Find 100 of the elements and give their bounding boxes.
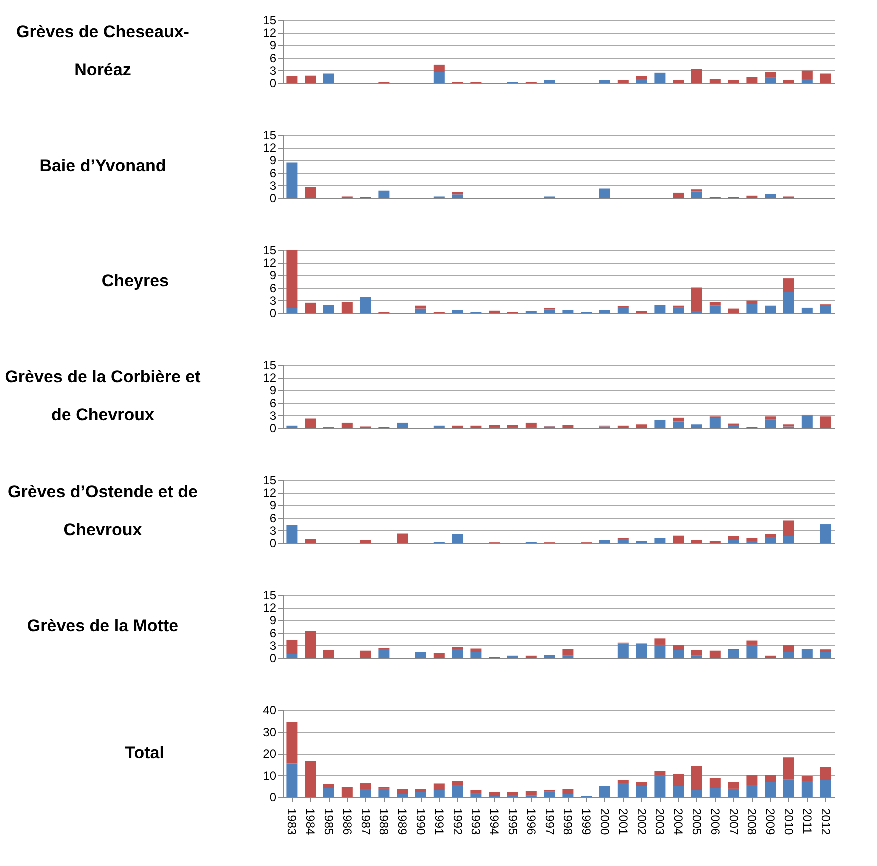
x-tick-label: 2001 — [616, 808, 630, 836]
bar — [784, 80, 794, 83]
bar — [765, 416, 776, 420]
bar — [452, 192, 464, 195]
bar — [416, 652, 426, 658]
bar — [784, 758, 794, 780]
bar — [324, 305, 334, 313]
bar — [342, 422, 353, 428]
bar — [820, 305, 832, 313]
bar — [470, 790, 482, 794]
y-tick-label: 9 — [270, 498, 277, 513]
bar — [360, 297, 372, 313]
bar — [286, 162, 298, 198]
bar — [728, 308, 740, 313]
bar — [489, 792, 500, 796]
bar — [820, 416, 832, 428]
bar — [654, 644, 666, 658]
x-tick-label: 2000 — [598, 808, 612, 836]
bar — [654, 638, 666, 645]
bar — [636, 644, 648, 658]
bar — [544, 310, 556, 313]
bar — [526, 422, 537, 428]
x-tick-label: 1999 — [580, 808, 594, 836]
x-tick-label: 2005 — [690, 808, 704, 836]
bar — [692, 790, 702, 797]
y-tick-label: 0 — [270, 422, 277, 436]
text: Grèves de Cheseaux-Noréaz — [16, 22, 190, 80]
bar — [784, 278, 794, 292]
bar — [692, 288, 702, 312]
bar — [692, 540, 702, 543]
y-tick-label: 0 — [270, 652, 277, 666]
x-tick-label: 2003 — [653, 808, 668, 836]
bar — [802, 776, 813, 782]
bar — [526, 791, 537, 796]
bar — [305, 539, 316, 543]
x-tick-label: 2008 — [745, 808, 760, 836]
bar — [728, 782, 740, 789]
y-tick-label: 10 — [263, 768, 277, 783]
bar — [470, 652, 482, 658]
bar — [802, 70, 813, 80]
y-tick-label: 15 — [263, 244, 277, 258]
bar — [784, 645, 794, 652]
bar — [654, 538, 666, 543]
y-tick-label: 3 — [270, 294, 277, 308]
y-tick-label: 0 — [270, 306, 277, 320]
bar — [286, 722, 298, 764]
bar — [600, 786, 610, 797]
x-tick-label: 2009 — [764, 808, 778, 836]
bar — [286, 654, 298, 658]
bar — [305, 188, 316, 198]
text: Grèves d’Ostende et de Chevroux — [8, 482, 198, 540]
y-tick-label: 9 — [270, 38, 277, 53]
bar — [452, 534, 464, 543]
bar — [802, 416, 813, 428]
bar — [416, 308, 426, 313]
bar — [452, 785, 464, 797]
y-tick-label: 30 — [263, 725, 277, 740]
bar — [728, 650, 740, 658]
bar — [746, 77, 758, 83]
bar — [784, 780, 794, 797]
bar — [673, 422, 684, 428]
bar — [673, 80, 684, 83]
bar — [710, 650, 721, 658]
bar — [434, 64, 445, 72]
y-tick-label: 15 — [263, 358, 277, 372]
y-tick-label: 20 — [263, 747, 277, 761]
bar — [360, 789, 372, 797]
bar — [820, 650, 832, 652]
bar — [728, 425, 740, 428]
bar — [746, 785, 758, 797]
bar — [820, 74, 832, 83]
bar — [673, 192, 684, 198]
bar — [802, 781, 813, 797]
bar — [305, 76, 316, 83]
bar — [802, 79, 813, 83]
bar — [710, 778, 721, 788]
bar — [342, 302, 353, 313]
bar — [452, 310, 464, 313]
y-tick-label: 6 — [270, 51, 277, 66]
bar — [434, 784, 445, 790]
bar — [784, 536, 794, 543]
x-tick-label: 1987 — [358, 808, 373, 836]
y-tick-label: 15 — [263, 128, 277, 142]
x-tick-label: 1988 — [377, 808, 392, 836]
bar — [286, 640, 298, 654]
x-tick-label: 2007 — [726, 808, 741, 836]
bar — [378, 788, 390, 797]
bar — [654, 775, 666, 797]
bar — [286, 250, 298, 308]
bar — [305, 631, 316, 658]
y-tick-label: 6 — [270, 166, 277, 180]
y-tick-label: 15 — [263, 588, 277, 602]
bar — [765, 782, 776, 797]
x-tick-label: 1984 — [304, 808, 318, 836]
bar — [673, 418, 684, 422]
bar — [397, 422, 408, 428]
bar — [692, 650, 702, 656]
bar — [452, 649, 464, 658]
bar — [654, 305, 666, 313]
bar — [802, 649, 813, 658]
